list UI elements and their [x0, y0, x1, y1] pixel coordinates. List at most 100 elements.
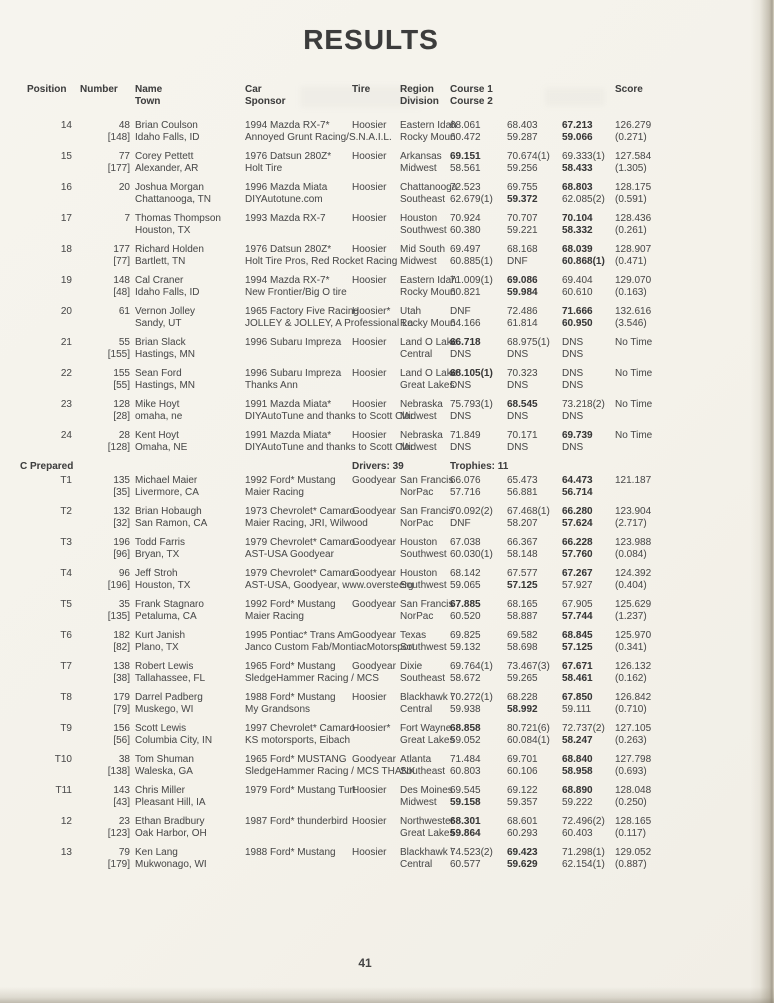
- region-name: Houston: [400, 213, 438, 224]
- score-diff: (0.341): [615, 642, 647, 653]
- header-number: Number: [80, 84, 118, 95]
- time-cell: 68.142 59.065: [450, 568, 507, 592]
- car-number: 135: [113, 475, 130, 486]
- region-cell: San Francis NorPac: [400, 475, 453, 499]
- time-cell: 66.228 57.760: [562, 537, 612, 561]
- course1-run: 68.142: [450, 568, 481, 579]
- region-cell: Nebraska Midwest: [400, 399, 452, 423]
- course2-run: 57.624: [562, 518, 593, 529]
- car-model: 1976 Datsun 280Z*: [245, 151, 332, 162]
- course1-run: 68.803: [562, 182, 593, 193]
- course1-run: 66.076: [450, 475, 481, 486]
- alt-number: [35]: [113, 487, 130, 498]
- division-name: Great Lakes: [400, 735, 455, 746]
- car-model: 1992 Ford* Mustang: [245, 599, 336, 610]
- division-name: Midwest: [400, 411, 437, 422]
- tire-brand: Hoosier*: [352, 723, 391, 734]
- course1-run: 73.218(2): [562, 399, 605, 410]
- car-cell: 1988 Ford* Mustang My Grandsons: [245, 692, 357, 716]
- tire-cell: Goodyear: [352, 568, 400, 580]
- driver-name: Cal Craner: [135, 275, 184, 286]
- score-cell: 127.584 (1.305): [615, 151, 681, 175]
- division-name: Central: [400, 859, 433, 870]
- course1-run: 71.666: [562, 306, 593, 317]
- region-cell: Blackhawk \ Central: [400, 847, 454, 871]
- position-value: 13: [60, 847, 72, 858]
- division-name: Rocky Moun: [400, 132, 456, 143]
- division-name: Midwest: [400, 797, 437, 808]
- course1-run: 68.840: [562, 754, 593, 765]
- tire-cell: Hoosier: [352, 399, 400, 411]
- number-cell: 179 [79]: [76, 692, 130, 716]
- tire-cell: Hoosier: [352, 847, 400, 859]
- time-cell: 70.092(2) DNF: [450, 506, 507, 530]
- header-course1: Course 1: [450, 84, 493, 95]
- score-cell: 128.048 (0.250): [615, 785, 681, 809]
- name-cell: Brian Hobaugh San Ramon, CA: [135, 506, 247, 530]
- alt-number: [76, 194, 130, 206]
- score-cell: 129.052 (0.887): [615, 847, 681, 871]
- time-cell: 70.104 58.332: [562, 213, 612, 237]
- score-cell: 127.798 (0.693): [615, 754, 681, 778]
- time-cell: 67.671 58.461: [562, 661, 612, 685]
- car-sponsor: SledgeHammer Racing / MCS: [245, 673, 379, 684]
- time-cell: 70.707 59.221: [507, 213, 562, 237]
- region-name: Nebraska: [400, 399, 443, 410]
- driver-town: Plano, TX: [135, 642, 179, 653]
- car-model: 1997 Chevrolet* Camaro: [245, 723, 356, 734]
- position-cell: T5: [20, 599, 72, 611]
- course2-run: 58.992: [507, 704, 538, 715]
- course2-run: 57.744: [562, 611, 593, 622]
- course1-run: 67.267: [562, 568, 593, 579]
- page-title: RESULTS: [303, 24, 439, 55]
- tire-cell: Goodyear: [352, 506, 400, 518]
- course1-run: 66.718: [450, 337, 481, 348]
- section-label: C Prepared: [20, 461, 74, 472]
- score-value: 126.279: [615, 120, 652, 131]
- driver-row: T2 132 [32] Brian Hobaugh San Ramon, CA 1973 …: [20, 506, 710, 530]
- score-cell: 123.904 (2.717): [615, 506, 681, 530]
- score-cell: 127.105 (0.263): [615, 723, 681, 747]
- score-value: 123.988: [615, 537, 652, 548]
- region-cell: Eastern Idah Rocky Moun: [400, 275, 457, 299]
- score-diff: (0.263): [615, 735, 647, 746]
- position-value: 23: [60, 399, 72, 410]
- car-sponsor: JOLLEY & JOLLEY, A Professional La: [245, 318, 414, 329]
- course2-run: DNF: [507, 256, 528, 267]
- region-cell: Land O Lake Central: [400, 337, 457, 361]
- course1-run: 69.086: [507, 275, 538, 286]
- course2-run: 57.125: [562, 642, 593, 653]
- course2-run: DNS: [507, 411, 529, 422]
- number-cell: 182 [82]: [76, 630, 130, 654]
- region-name: Blackhawk \: [400, 847, 454, 858]
- car-sponsor: [245, 225, 357, 237]
- course1-run: 67.213: [562, 120, 593, 131]
- car-sponsor: DIYAutoTune and thanks to Scott Clar: [245, 442, 414, 453]
- region-name: San Francis: [400, 506, 454, 517]
- region-cell: Land O Lake Great Lakes: [400, 368, 457, 392]
- course1-run: 69.497: [450, 244, 481, 255]
- time-cell: 68.545 DNS: [507, 399, 562, 423]
- time-cell: 66.718 DNS: [450, 337, 507, 361]
- course2-run: 59.864: [450, 828, 481, 839]
- name-cell: Brian Coulson Idaho Falls, ID: [135, 120, 247, 144]
- course2-run: DNS: [450, 380, 472, 391]
- score-diff: (0.162): [615, 673, 647, 684]
- score-diff: (1.305): [615, 163, 647, 174]
- name-cell: Robert Lewis Tallahassee, FL: [135, 661, 247, 685]
- tire-brand: Goodyear: [352, 475, 396, 486]
- number-cell: 156 [56]: [76, 723, 130, 747]
- car-cell: 1991 Mazda Miata* DIYAutoTune and thanks …: [245, 430, 414, 454]
- course2-run: 62.679(1): [450, 194, 493, 205]
- score-cell: 128.175 (0.591): [615, 182, 681, 206]
- division-name: NorPac: [400, 611, 434, 622]
- position-value: T3: [60, 537, 72, 548]
- time-cell: DNS DNS: [562, 337, 612, 361]
- region-name: Dixie: [400, 661, 423, 672]
- driver-row: T11 143 [43] Chris Miller Pleasant Hill, IA 1…: [20, 785, 710, 809]
- car-model: 1979 Ford* Mustang Turt: [245, 785, 356, 796]
- position-cell: 15: [20, 151, 72, 163]
- division-name: Rocky Moun: [400, 287, 456, 298]
- region-cell: Fort Wayne Great Lakes: [400, 723, 455, 747]
